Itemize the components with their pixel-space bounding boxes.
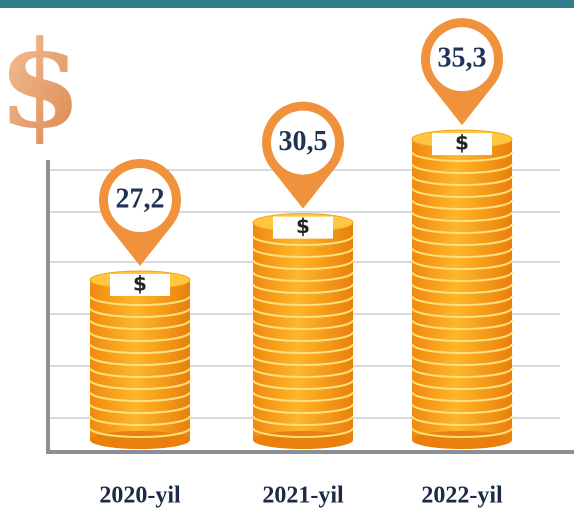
coin-edge xyxy=(252,259,354,270)
coin-edge xyxy=(89,415,191,426)
coin-edge xyxy=(252,379,354,390)
coin-edge xyxy=(89,391,191,402)
coin-edge xyxy=(411,427,513,438)
coin-edge xyxy=(252,355,354,366)
coin-edge xyxy=(411,235,513,246)
coin-edge xyxy=(411,199,513,210)
coin-edge xyxy=(411,331,513,342)
coin-edge xyxy=(411,175,513,186)
coin-edge xyxy=(411,163,513,174)
coin-edge xyxy=(411,343,513,354)
coin-stack: $ xyxy=(89,270,191,449)
coin-edge xyxy=(89,295,191,306)
coin-edge xyxy=(411,391,513,402)
coin-edge xyxy=(252,331,354,342)
coin-edge xyxy=(411,187,513,198)
coin-edge xyxy=(252,295,354,306)
pin-face xyxy=(271,110,335,175)
coin-edge xyxy=(89,379,191,390)
coin-edge xyxy=(411,319,513,330)
coin-stack: $ xyxy=(252,213,354,449)
coin-edge xyxy=(411,223,513,234)
coin-edge xyxy=(252,307,354,318)
coin-stack: $ xyxy=(411,129,513,449)
coin-edge xyxy=(89,355,191,366)
coin-edge xyxy=(252,283,354,294)
pin-face xyxy=(430,27,494,92)
coin-edge xyxy=(252,415,354,426)
x-tick-label: 2020-yil xyxy=(99,483,181,509)
coin-edge xyxy=(411,247,513,258)
coin-edge xyxy=(252,343,354,354)
coin-edge xyxy=(411,283,513,294)
coin-edge xyxy=(252,391,354,402)
coin-edge xyxy=(89,427,191,438)
coin-label-bg xyxy=(110,274,170,296)
coin-edge xyxy=(411,355,513,366)
coin-edge xyxy=(252,403,354,414)
bar xyxy=(253,222,353,440)
coin-edge xyxy=(89,343,191,354)
pin-face xyxy=(108,168,172,232)
axes xyxy=(46,160,574,454)
coin-edge xyxy=(411,151,513,162)
coin-symbol: $ xyxy=(455,131,469,155)
coin-edge xyxy=(252,319,354,330)
coin-edge xyxy=(89,307,191,318)
coin-edge xyxy=(252,427,354,438)
coin-edge xyxy=(411,211,513,222)
top-bar xyxy=(0,0,574,8)
coin-edge xyxy=(252,367,354,378)
data-label: 27,2 xyxy=(116,183,165,214)
coin-edge xyxy=(411,415,513,426)
coin-edge xyxy=(411,271,513,282)
dollar-icon: $ xyxy=(0,14,82,155)
coin-edge xyxy=(252,247,354,258)
coin-edge xyxy=(411,307,513,318)
coin-symbol: $ xyxy=(133,272,147,296)
data-label: 35,3 xyxy=(438,43,487,74)
data-label: 30,5 xyxy=(279,126,328,157)
coin-edge xyxy=(411,295,513,306)
x-tick-label: 2022-yil xyxy=(421,483,503,509)
coin-edge xyxy=(89,331,191,342)
coin-label-bg xyxy=(273,216,333,239)
coin-edge xyxy=(252,271,354,282)
coin-edge xyxy=(411,367,513,378)
coin-label-bg xyxy=(432,133,492,156)
coin-edge xyxy=(89,319,191,330)
coin-edge xyxy=(411,259,513,270)
coin-symbol: $ xyxy=(296,214,310,238)
coin-edge xyxy=(252,235,354,246)
coin-edge xyxy=(89,367,191,378)
x-tick-label: 2021-yil xyxy=(262,483,344,509)
coin-edge xyxy=(411,379,513,390)
coin-edge xyxy=(89,403,191,414)
coin-edge xyxy=(411,403,513,414)
